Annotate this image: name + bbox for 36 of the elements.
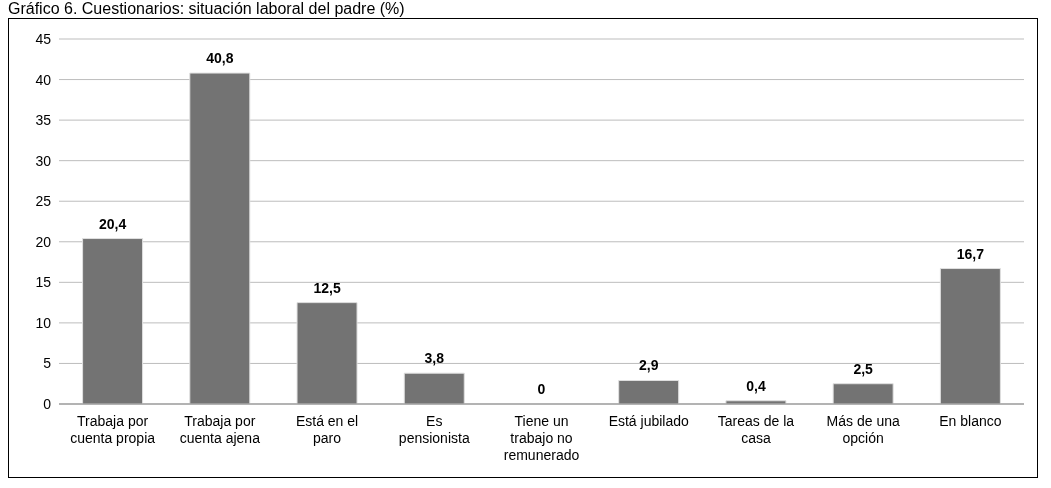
y-tick-label: 0 [43,395,52,412]
y-tick-label: 20 [35,233,52,250]
x-tick-label: En blanco [939,413,1002,429]
x-tick-label: Tareas de la casa [717,413,795,446]
y-tick-label: 15 [35,274,52,291]
data-label: 0 [537,381,546,397]
chart-title: Gráfico 6. Cuestionarios: situación laboral del padre (%) [8,0,406,18]
y-tick-label: 25 [35,193,52,210]
x-tick-label: Está jubilado [608,413,690,429]
x-tick-label: Es pensionista [398,413,470,446]
bar [832,383,894,404]
bar [939,268,1001,404]
y-tick-label: 10 [35,314,52,331]
data-label: 16,7 [956,245,985,262]
y-tick-label: 5 [43,355,52,372]
data-label: 12,5 [313,279,341,296]
y-tick-label: 30 [35,152,52,169]
y-tick-label: 45 [35,30,52,47]
bar [296,302,358,404]
bar [82,238,144,404]
data-label: 2,5 [853,360,874,377]
x-tick-label: Está en el paro [295,413,359,446]
bar [618,379,680,404]
y-tick-label: 40 [35,71,52,88]
data-label: 3,8 [424,350,445,367]
x-tick-label: Más de una opción [826,413,900,446]
x-tick-label: Trabaja por cuenta propia [70,413,156,446]
data-label: 2,9 [638,357,659,374]
bar [189,72,251,404]
data-label: 0,4 [746,377,766,394]
x-tick-label: Tiene un trabajo no remunerado [503,413,580,463]
bar [403,372,465,404]
data-label: 20,4 [98,215,127,232]
x-tick-label: Trabaja por cuenta ajena [179,413,261,446]
data-label: 40,8 [206,50,234,67]
y-tick-label: 35 [35,112,52,129]
